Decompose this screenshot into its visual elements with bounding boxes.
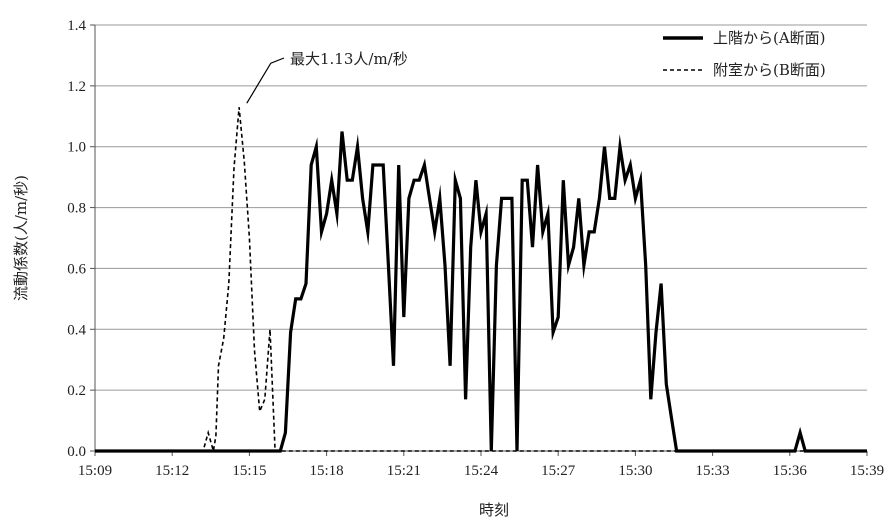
- y-tick-label: 0.8: [67, 201, 86, 217]
- y-tick-label: 1.2: [67, 79, 86, 95]
- legend-label-a: 上階から(A断面): [713, 29, 826, 47]
- y-tick-label: 1.0: [67, 140, 86, 156]
- x-tick-label: 15:36: [773, 463, 808, 479]
- y-tick-label: 1.4: [67, 18, 86, 34]
- series-lines: [95, 107, 867, 455]
- x-tick-label: 15:21: [387, 463, 421, 479]
- legend: 上階から(A断面) 附室から(B断面): [663, 29, 826, 79]
- series-line-a: [95, 131, 867, 453]
- x-tick-label: 15:18: [310, 463, 344, 479]
- x-tick-label: 15:33: [696, 463, 730, 479]
- axes: [90, 24, 868, 456]
- y-tick-label: 0.2: [67, 383, 86, 399]
- series-line-b: [95, 107, 867, 455]
- annotation-leader-line: [246, 57, 285, 104]
- annotation-text: 最大1.13人/m/秒: [290, 50, 408, 68]
- y-tick-label: 0.0: [67, 444, 86, 460]
- peak-annotation: 最大1.13人/m/秒: [246, 50, 408, 104]
- x-tick-label: 15:15: [232, 463, 266, 479]
- y-tick-label: 0.6: [67, 261, 86, 277]
- x-axis-label: 時刻: [479, 501, 509, 519]
- grid-lines: [95, 24, 867, 391]
- x-tick-label: 15:09: [78, 463, 112, 479]
- x-tick-labels: 15:09 15:12 15:15 15:18 15:21 15:24 15:27 15:30…: [78, 463, 884, 479]
- x-tick-label: 15:24: [464, 463, 499, 479]
- y-tick-label: 0.4: [67, 322, 86, 338]
- legend-label-b: 附室から(B断面): [713, 61, 826, 79]
- y-axis-label: 流動係数(人/m/秒): [12, 175, 30, 301]
- y-tick-labels: 0.0 0.2 0.4 0.6 0.8 1.0 1.2 1.4: [67, 18, 86, 460]
- x-tick-label: 15:12: [155, 463, 189, 479]
- x-tick-label: 15:27: [541, 463, 576, 479]
- x-tick-label: 15:30: [618, 463, 652, 479]
- x-tick-label: 15:39: [850, 463, 884, 479]
